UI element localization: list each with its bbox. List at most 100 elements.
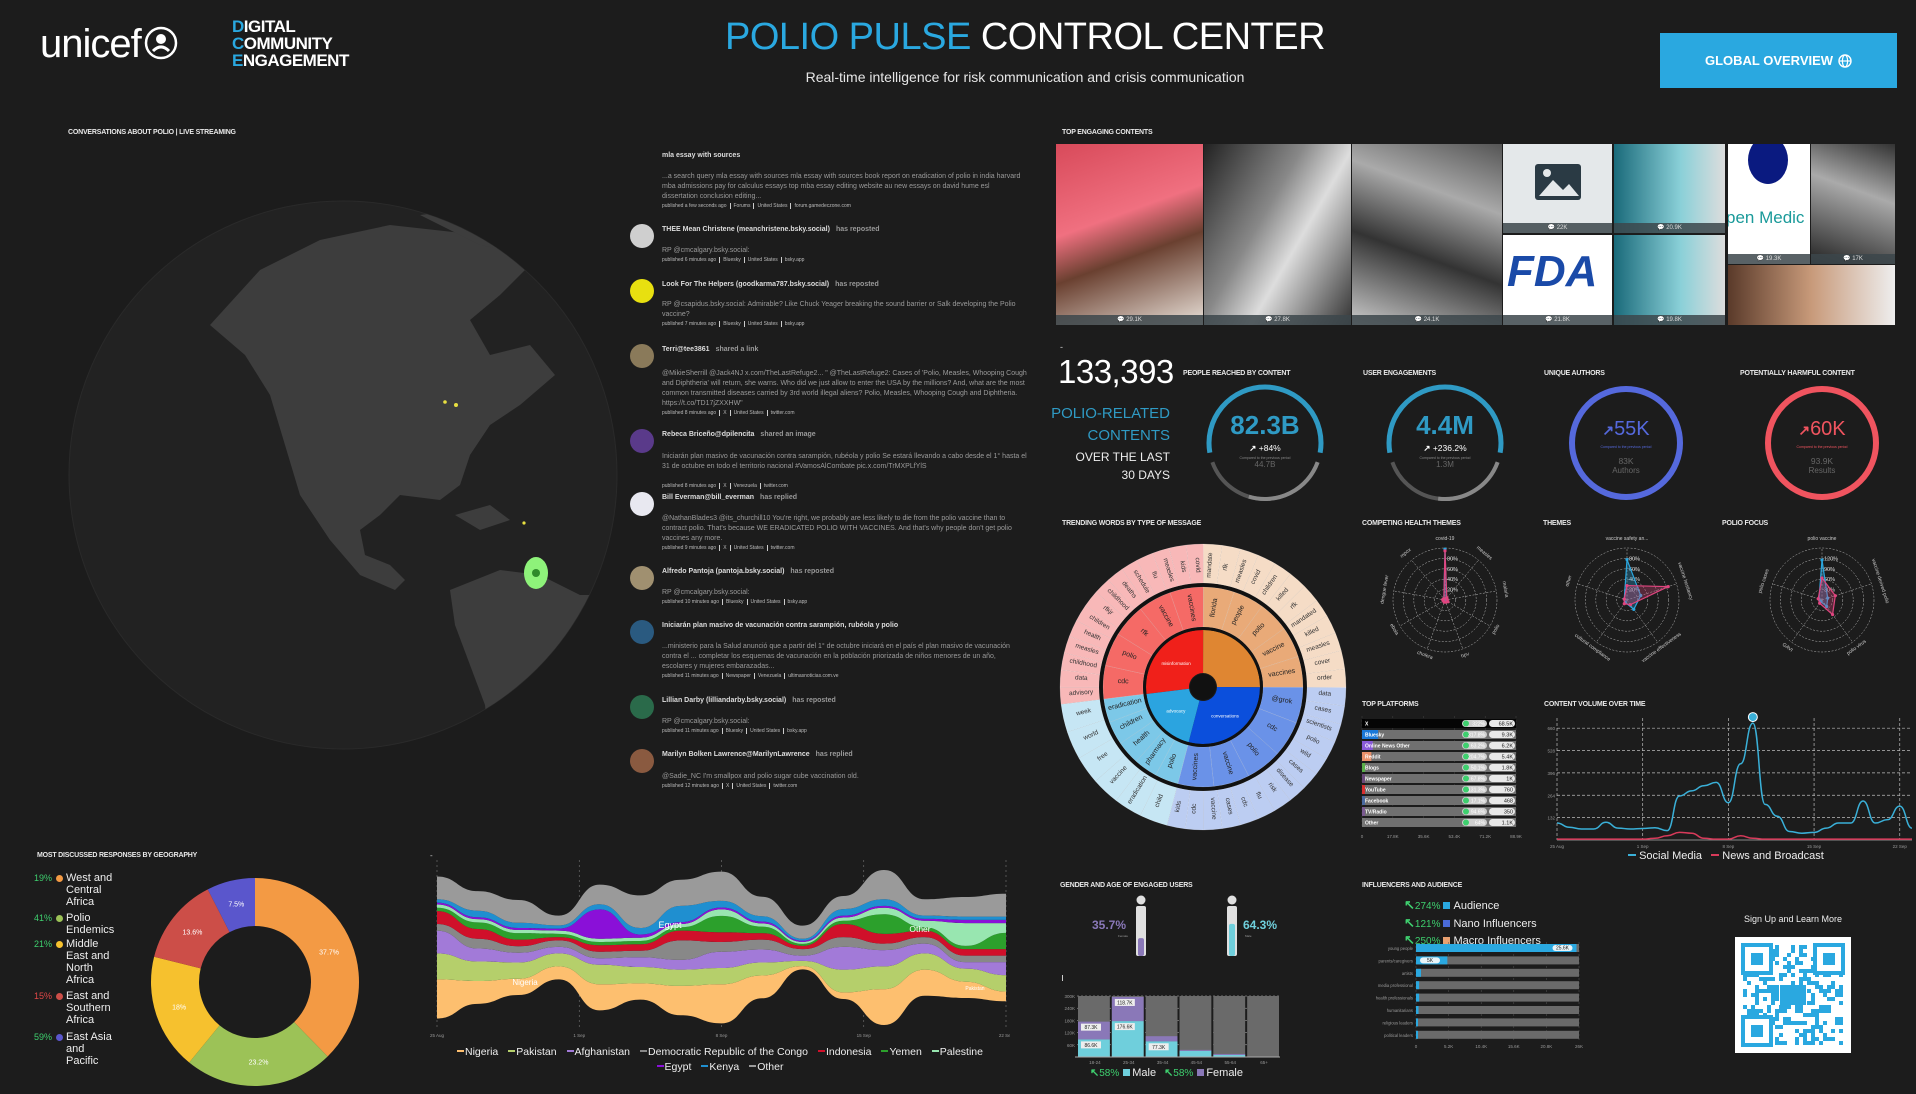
sunburst-outer-segment[interactable]: [1266, 760, 1305, 801]
stream-series-area[interactable]: [437, 902, 1006, 942]
author-name[interactable]: THEE Mean Christene (meanchristene.bsky.…: [662, 226, 830, 233]
map-point[interactable]: [522, 521, 526, 525]
sunburst-inner-segment[interactable]: [1146, 688, 1200, 743]
sunburst-outer-segment[interactable]: [1305, 687, 1347, 707]
content-volume-chart[interactable]: 132 264 396 528 660 25 Aug 1 Sep 8 Sep 15 Sep 22 …: [1540, 712, 1916, 862]
radar-point[interactable]: [1818, 601, 1822, 605]
geography-legend-item[interactable]: 15% East and Southern Africa: [24, 990, 116, 1026]
content-tile[interactable]: 💬 24.1K: [1352, 144, 1502, 325]
source-link[interactable]: bsky.app: [780, 321, 805, 327]
stream-legend-item[interactable]: Yemen: [881, 1046, 922, 1058]
influencer-bar[interactable]: [1416, 968, 1422, 977]
sunburst-outer-segment[interactable]: [1305, 668, 1347, 688]
sunburst-outer-segment[interactable]: [1292, 726, 1336, 759]
global-overview-button[interactable]: GLOBAL OVERVIEW: [1660, 33, 1897, 88]
donut-slice[interactable]: [189, 1022, 328, 1086]
sunburst-outer-segment[interactable]: [1095, 579, 1135, 619]
influencer-bar[interactable]: [1416, 1006, 1419, 1014]
author-avatar[interactable]: [630, 279, 654, 303]
radar-chart[interactable]: polio vaccine vaccine derived polio polio …: [1737, 530, 1907, 670]
content-tile[interactable]: [1728, 265, 1895, 325]
radar-point[interactable]: [1666, 585, 1670, 589]
donut-slice[interactable]: [207, 878, 255, 933]
sunburst-outer-segment[interactable]: [1266, 573, 1305, 615]
platform-bar[interactable]: [1362, 774, 1516, 783]
influencer-legend-item[interactable]: ↖121% Nano Influencers: [1404, 915, 1541, 933]
volume-series-line[interactable]: [1556, 722, 1913, 834]
author-name[interactable]: Marilyn Bolken Lawrence@MarilynLawrence: [662, 751, 810, 758]
author-name[interactable]: Lillian Darby (lilliandarby.bsky.social): [662, 697, 787, 704]
sunburst-outer-segment[interactable]: [1067, 719, 1114, 759]
author-name[interactable]: Iniciarán plan masivo de vacunación cont…: [662, 622, 899, 629]
influencer-bar[interactable]: [1416, 1030, 1418, 1039]
stream-legend-item[interactable]: Nigeria: [457, 1046, 498, 1058]
radar-chart[interactable]: vaccine safety an... vaccine hesitancy vac…: [1542, 530, 1712, 670]
stream-legend-item[interactable]: Palestine: [931, 1046, 983, 1058]
stream-series-area[interactable]: [437, 904, 1006, 946]
sunburst-outer-segment[interactable]: [1185, 543, 1204, 584]
stream-legend-item[interactable]: Kenya: [701, 1061, 739, 1073]
author-avatar[interactable]: [630, 344, 654, 368]
radar-point[interactable]: [1820, 558, 1824, 562]
content-tile[interactable]: 💬 19.8K: [1614, 235, 1725, 325]
author-avatar[interactable]: [630, 620, 654, 644]
author-name[interactable]: Alfredo Pantoja (pantoja.bsky.social): [662, 568, 785, 575]
sunburst-outer-segment[interactable]: [1085, 591, 1126, 629]
radar-point[interactable]: [1443, 549, 1447, 553]
top-platforms-chart[interactable]: 0 17.8K 35.6K 53.4K 71.2K 88.9K X 322% 68.5K Blue…: [1358, 716, 1533, 842]
radar-point[interactable]: [1825, 604, 1829, 609]
radar-point[interactable]: [1833, 594, 1837, 598]
sunburst-outer-segment[interactable]: [1059, 669, 1100, 688]
legend-news[interactable]: News and Broadcast: [1711, 850, 1824, 862]
source-link[interactable]: ultimasnoticias.com.ve: [784, 673, 839, 679]
platform-bar[interactable]: [1362, 796, 1516, 805]
influencer-bar[interactable]: [1416, 944, 1577, 952]
sunburst-inner-segment[interactable]: [1188, 687, 1260, 744]
author-name[interactable]: mla essay with sources: [662, 152, 741, 159]
radar-point[interactable]: [1625, 557, 1629, 562]
sunburst-outer-segment[interactable]: [1095, 755, 1141, 801]
platform-bar[interactable]: [1362, 752, 1516, 761]
stream-series-area[interactable]: [437, 930, 1006, 976]
sunburst-outer-segment[interactable]: [1230, 548, 1259, 592]
sunburst-outer-segment[interactable]: [1168, 544, 1192, 587]
influencer-legend-item[interactable]: ↖274% Audience: [1404, 897, 1541, 915]
content-tile[interactable]: 💬 29.1K: [1056, 144, 1203, 325]
radar-point[interactable]: [1442, 597, 1446, 601]
sunburst-outer-segment[interactable]: [1108, 568, 1145, 610]
sunburst-outer-segment[interactable]: [1303, 650, 1346, 675]
world-globe[interactable]: [60, 195, 630, 765]
radar-series-area[interactable]: [1623, 584, 1669, 606]
radar-point[interactable]: [1826, 596, 1830, 600]
content-tile[interactable]: 💬 22K: [1503, 144, 1612, 233]
platform-bar[interactable]: [1362, 730, 1516, 739]
donut-slice[interactable]: [151, 956, 220, 1063]
content-tile[interactable]: 💬 17K: [1811, 144, 1895, 264]
platform-bar[interactable]: [1362, 807, 1516, 816]
sunburst-inner-segment[interactable]: [1146, 630, 1204, 694]
author-avatar[interactable]: [630, 749, 654, 773]
stream-legend-item[interactable]: Indonesia: [817, 1046, 871, 1058]
author-name[interactable]: Rebeca Briceño@dpilencita: [662, 431, 755, 438]
sunburst-outer-segment[interactable]: [1076, 605, 1118, 639]
source-link[interactable]: twitter.com: [769, 783, 798, 789]
radar-point[interactable]: [1816, 597, 1820, 601]
radar-point[interactable]: [1622, 597, 1626, 601]
sunburst-outer-segment[interactable]: [1166, 787, 1191, 830]
age-bar-female[interactable]: [1179, 1049, 1212, 1051]
stream-legend-item[interactable]: Other: [749, 1061, 783, 1073]
influencers-bar-chart[interactable]: 0 5.2K 10.4K 15.6K 20.8K 26K young people 25.6K…: [1350, 942, 1595, 1054]
stream-legend-item[interactable]: Egypt: [656, 1061, 691, 1073]
sunburst-outer-segment[interactable]: [1242, 554, 1276, 598]
age-bar-male[interactable]: [1213, 1054, 1246, 1057]
donut-slice[interactable]: [154, 889, 230, 969]
sunburst-outer-segment[interactable]: [1059, 686, 1100, 705]
radar-point[interactable]: [1632, 607, 1636, 611]
age-bar-male[interactable]: [1179, 1050, 1212, 1057]
content-tile[interactable]: FDA 💬 21.8K: [1503, 235, 1612, 325]
radar-chart[interactable]: covid-19 measles malaria polio hpv cholera ebo…: [1360, 530, 1530, 670]
radar-point[interactable]: [1830, 612, 1835, 617]
sunburst-outer-segment[interactable]: [1203, 789, 1223, 831]
platform-bar[interactable]: [1362, 719, 1516, 728]
author-name[interactable]: Terri@tee3861: [662, 346, 710, 353]
